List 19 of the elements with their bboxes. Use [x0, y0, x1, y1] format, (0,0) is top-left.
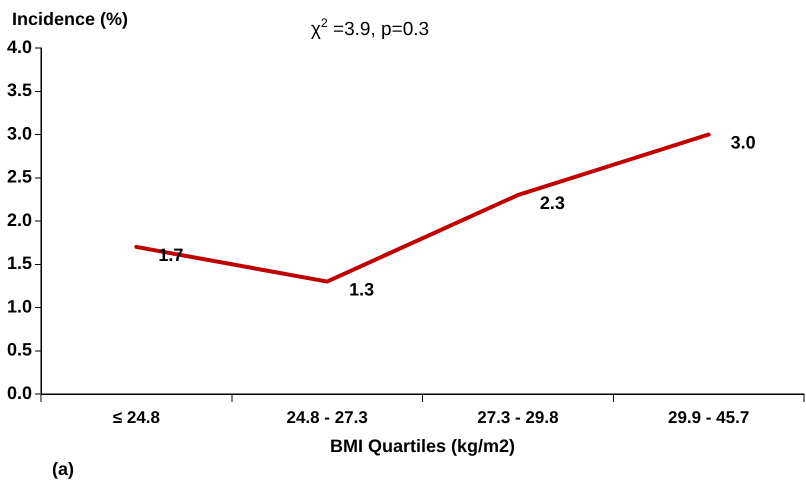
data-label: 3.0	[730, 132, 756, 152]
x-tick-label: ≤ 24.8	[112, 408, 160, 427]
y-tick-label: 0.0	[6, 382, 32, 403]
y-tick-label: 4.0	[6, 36, 32, 57]
data-label: 2.3	[540, 193, 565, 214]
y-tick-label: 2.5	[6, 166, 32, 187]
y-tick-label: 3.0	[6, 123, 32, 144]
x-tick-label: 24.8 - 27.3	[286, 408, 368, 427]
y-tick-label: 1.5	[6, 253, 32, 274]
x-tick-label: 29.9 - 45.7	[668, 408, 750, 427]
x-axis-title: BMI Quartiles (kg/m2)	[330, 436, 516, 456]
text: (a)	[52, 458, 74, 479]
x-tick-label: 27.3 - 29.8	[477, 408, 559, 427]
y-tick-label: 0.5	[6, 340, 32, 360]
y-tick-label: 2.0	[6, 210, 32, 230]
y-axis-title: Incidence (%)	[12, 8, 128, 29]
y-tick-label: 1.0	[6, 296, 32, 316]
y-tick-label: 3.5	[6, 80, 32, 100]
data-label: 1.3	[349, 280, 374, 300]
